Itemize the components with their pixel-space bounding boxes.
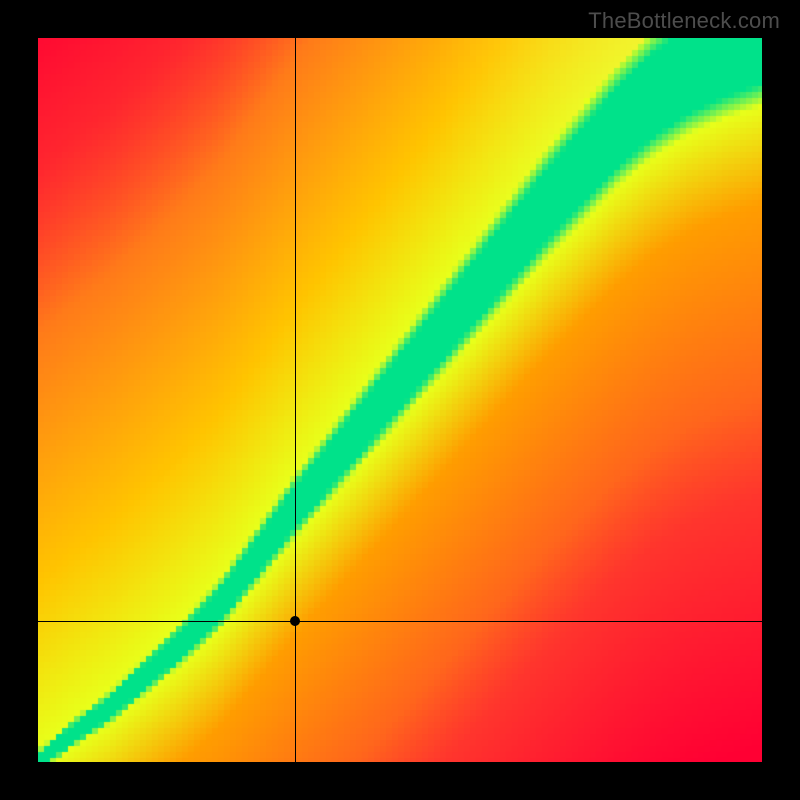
crosshair-vertical [295, 38, 296, 762]
plot-area [38, 38, 762, 762]
watermark-text: TheBottleneck.com [588, 8, 780, 34]
crosshair-horizontal [38, 621, 762, 622]
chart-container: TheBottleneck.com [0, 0, 800, 800]
marker-dot [290, 616, 300, 626]
heatmap-canvas [38, 38, 762, 762]
